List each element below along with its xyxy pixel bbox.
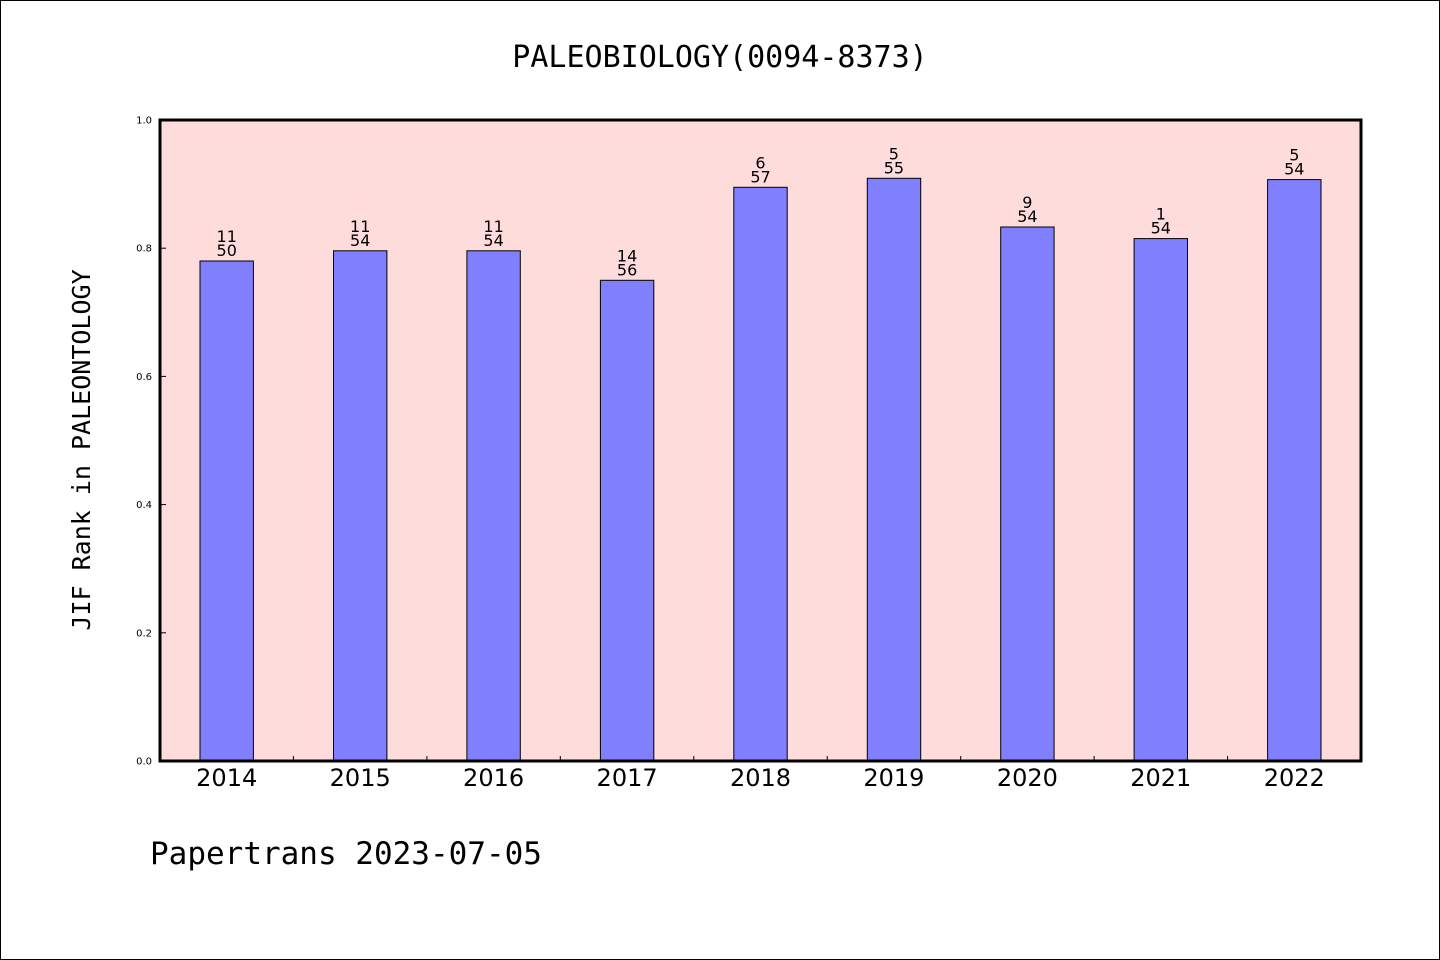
x-tick-label-2014: 2014 bbox=[196, 764, 257, 792]
y-tick-label: 0.2 bbox=[136, 628, 152, 639]
total-label-2015: 54 bbox=[350, 231, 370, 250]
bar-2018 bbox=[733, 186, 788, 762]
x-tick-label-2016: 2016 bbox=[463, 764, 524, 792]
bar-2022 bbox=[1267, 179, 1322, 762]
bar-2017 bbox=[599, 279, 655, 762]
rank-label-2015: 11 bbox=[350, 217, 370, 236]
bar-2019 bbox=[866, 177, 922, 762]
bar-2015 bbox=[333, 250, 388, 762]
chart-title: PALEOBIOLOGY(0094-8373) bbox=[512, 40, 927, 75]
rank-label-2022: 5 bbox=[1289, 146, 1299, 165]
rank-label-2019: 5 bbox=[889, 144, 899, 163]
total-label-2021: 54 bbox=[1151, 219, 1171, 238]
x-axis: 2014 2015 2016 2017 2018 2019 2020 2021 2022 bbox=[196, 756, 1325, 792]
bars-layer bbox=[199, 177, 1322, 762]
x-tick-label-2021: 2021 bbox=[1130, 764, 1191, 792]
y-tick-label: 0.0 bbox=[136, 757, 152, 768]
bar-2021 bbox=[1133, 238, 1188, 762]
y-tick-label: 1.0 bbox=[136, 116, 152, 127]
y-tick-label: 0.8 bbox=[136, 244, 152, 255]
plot-border bbox=[158, 118, 1363, 763]
total-label-2017: 56 bbox=[617, 260, 637, 279]
total-label-2022: 54 bbox=[1284, 160, 1304, 179]
x-tick-label-2017: 2017 bbox=[597, 764, 658, 792]
rank-label-2021: 1 bbox=[1156, 205, 1166, 224]
footer-credit: Papertrans 2023-07-05 bbox=[150, 836, 542, 872]
x-tick-label-2015: 2015 bbox=[330, 764, 391, 792]
x-tick-label-2018: 2018 bbox=[730, 764, 791, 792]
bar-2020 bbox=[1000, 226, 1055, 762]
rank-label-2016: 11 bbox=[483, 217, 503, 236]
y-axis-label: JIF Rank in PALEONTOLOGY bbox=[67, 269, 96, 630]
total-label-2019: 55 bbox=[884, 158, 904, 177]
bar-2016 bbox=[466, 250, 521, 762]
bar-2014 bbox=[199, 260, 254, 762]
total-label-2018: 57 bbox=[750, 167, 770, 186]
rank-label-2018: 6 bbox=[755, 153, 765, 172]
total-label-2020: 54 bbox=[1017, 207, 1037, 226]
x-tick-label-2020: 2020 bbox=[997, 764, 1058, 792]
x-tick-label-2022: 2022 bbox=[1264, 764, 1325, 792]
rank-label-2017: 14 bbox=[617, 246, 637, 265]
rank-label-2014: 11 bbox=[217, 227, 237, 246]
total-label-2014: 50 bbox=[217, 241, 237, 260]
y-tick-label: 0.6 bbox=[136, 372, 152, 383]
y-tick-label: 0.4 bbox=[136, 500, 152, 511]
x-tick-label-2019: 2019 bbox=[863, 764, 924, 792]
total-label-2016: 54 bbox=[483, 231, 503, 250]
rank-label-2020: 9 bbox=[1022, 193, 1032, 212]
